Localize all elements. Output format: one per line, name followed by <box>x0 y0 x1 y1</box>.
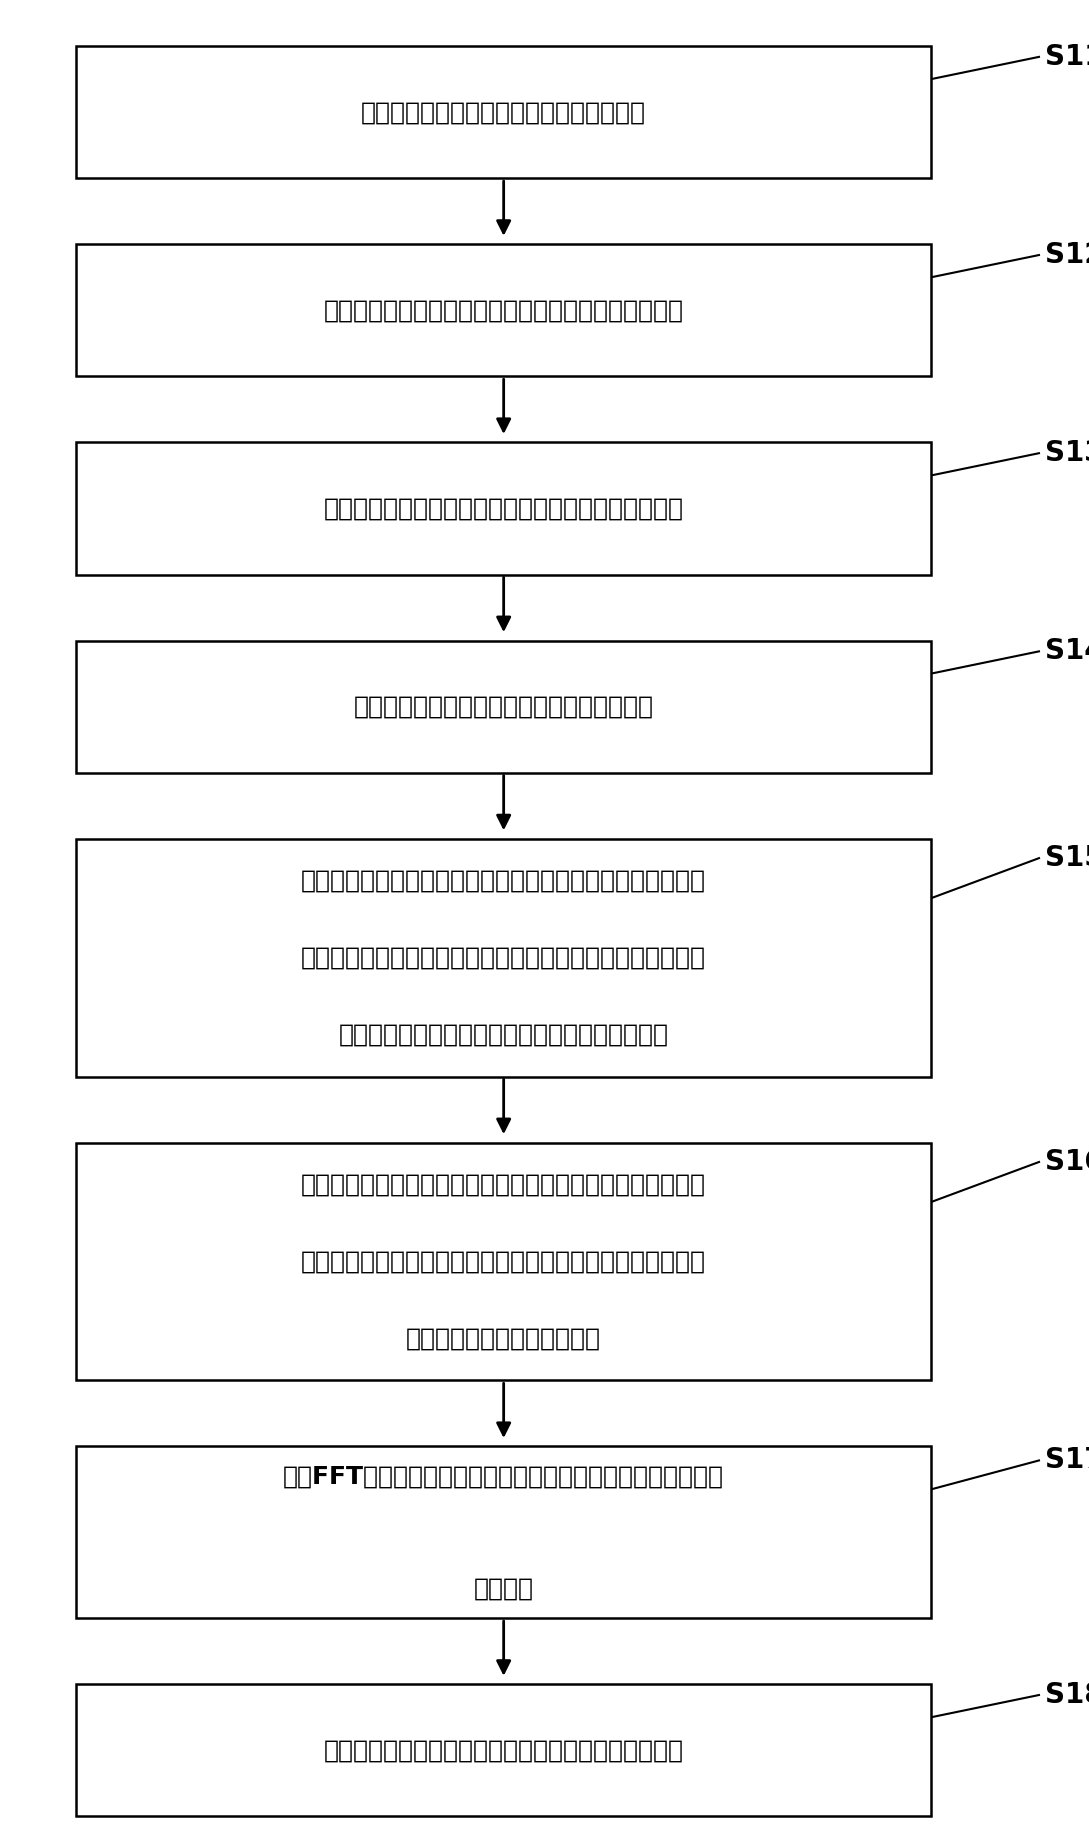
Text: S15: S15 <box>1045 845 1089 872</box>
Bar <box>76 443 931 575</box>
Text: 对待解耦矩阵进行循环校正解耦，获取目标的距离信息: 对待解耦矩阵进行循环校正解耦，获取目标的距离信息 <box>323 1739 684 1763</box>
Text: S17: S17 <box>1045 1446 1089 1473</box>
Text: 进行二维排列，形成二维矩阵: 进行二维排列，形成二维矩阵 <box>406 1328 601 1352</box>
Bar <box>76 1684 931 1816</box>
Text: 将接收信号与宽带啁啾信号正交下变频后进行模数变换，生成: 将接收信号与宽带啁啾信号正交下变频后进行模数变换，生成 <box>302 1173 706 1197</box>
Bar <box>76 1446 931 1619</box>
Text: S11: S11 <box>1045 42 1089 70</box>
Text: 将模拟信号与宽带啁啾信号正交上变频，获得射频信号: 将模拟信号与宽带啁啾信号正交上变频，获得射频信号 <box>323 496 684 520</box>
Text: 对一体化波形进行数字调制，生成数字信号: 对一体化波形进行数字调制，生成数字信号 <box>362 100 646 124</box>
Text: 数字基带信号后，根据回波信号的接收时间，对数字基带信号: 数字基带信号后，根据回波信号的接收时间，对数字基带信号 <box>302 1250 706 1274</box>
Bar <box>76 243 931 376</box>
Bar <box>76 1143 931 1381</box>
Text: S14: S14 <box>1045 638 1089 666</box>
Text: 接收射频信号经过目标反射的携带延时和多普勒的回波信号，: 接收射频信号经过目标反射的携带延时和多普勒的回波信号， <box>302 869 706 892</box>
Bar <box>76 640 931 773</box>
Text: 根据射频信号的帧格式，向目标发送射频信号: 根据射频信号的帧格式，向目标发送射频信号 <box>354 695 653 719</box>
Bar <box>76 46 931 179</box>
Text: 根据FFT和预设的校正矩阵，对二维矩阵进行补偿校正，获取待: 根据FFT和预设的校正矩阵，对二维矩阵进行补偿校正，获取待 <box>283 1464 724 1488</box>
Text: 解耦矩阵: 解耦矩阵 <box>474 1577 534 1601</box>
Text: 信号，对回波信号进行去斜和采样，获取接收信号: 信号，对回波信号进行去斜和采样，获取接收信号 <box>339 1023 669 1047</box>
Text: S12: S12 <box>1045 242 1089 269</box>
Text: S13: S13 <box>1045 439 1089 467</box>
Text: S16: S16 <box>1045 1147 1089 1176</box>
Text: S18: S18 <box>1045 1680 1089 1709</box>
Text: 根据数字信号的处理带宽，将数字信号转换为模拟信号: 根据数字信号的处理带宽，将数字信号转换为模拟信号 <box>323 299 684 323</box>
Bar <box>76 839 931 1077</box>
Text: 并根据在回波信号的波形前缀信号结束的时刻生成的啁啾本振: 并根据在回波信号的波形前缀信号结束的时刻生成的啁啾本振 <box>302 946 706 970</box>
